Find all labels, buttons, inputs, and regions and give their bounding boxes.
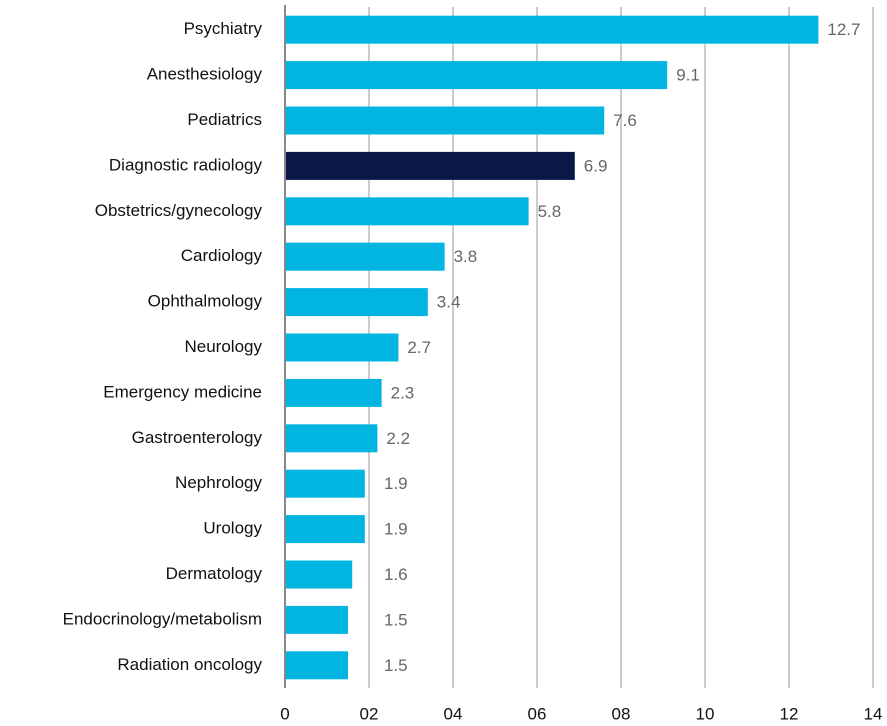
value-label: 1.6: [384, 565, 408, 584]
y-tick-label: Cardiology: [181, 246, 263, 265]
value-label: 7.6: [613, 111, 637, 130]
value-label: 2.7: [407, 338, 431, 357]
y-tick-label: Nephrology: [175, 473, 262, 492]
x-tick-label: 02: [360, 704, 379, 723]
x-tick-label: 08: [612, 704, 631, 723]
value-label: 6.9: [584, 156, 608, 175]
bar: [285, 242, 445, 271]
value-label: 1.9: [384, 474, 408, 493]
value-label: 12.7: [827, 20, 860, 39]
value-label: 9.1: [676, 66, 700, 85]
bar: [285, 15, 819, 44]
bar: [285, 333, 399, 362]
y-tick-label: Urology: [203, 519, 262, 538]
value-label: 1.5: [384, 610, 408, 629]
y-tick-label: Obstetrics/gynecology: [95, 201, 263, 220]
bar: [285, 151, 575, 180]
y-tick-label: Diagnostic radiology: [109, 155, 263, 174]
value-label: 3.8: [454, 247, 478, 266]
y-tick-label: Psychiatry: [184, 19, 263, 38]
x-tick-label: 14: [864, 704, 883, 723]
y-tick-label: Emergency medicine: [103, 382, 262, 401]
y-tick-label: Radiation oncology: [117, 655, 262, 674]
x-tick-label: 0: [280, 704, 289, 723]
y-tick-label: Neurology: [185, 337, 263, 356]
bar: [285, 197, 529, 226]
y-tick-label: Anesthesiology: [147, 65, 263, 84]
bar: [285, 469, 365, 498]
bar: [285, 424, 378, 453]
bar: [285, 61, 668, 90]
y-tick-label: Gastroenterology: [132, 428, 263, 447]
bar: [285, 560, 353, 589]
x-tick-label: 12: [780, 704, 799, 723]
value-label: 1.5: [384, 656, 408, 675]
bar: [285, 605, 348, 634]
bar: [285, 288, 428, 317]
value-label: 2.2: [386, 429, 410, 448]
x-tick-label: 10: [696, 704, 715, 723]
bar: [285, 515, 365, 544]
bar: [285, 106, 605, 135]
bar: [285, 651, 348, 680]
bar: [285, 378, 382, 407]
y-tick-label: Dermatology: [166, 564, 263, 583]
y-tick-label: Endocrinology/metabolism: [63, 609, 262, 628]
y-tick-label: Ophthalmology: [148, 292, 263, 311]
x-tick-label: 04: [444, 704, 463, 723]
x-tick-label: 06: [528, 704, 547, 723]
value-label: 1.9: [384, 520, 408, 539]
value-label: 5.8: [538, 202, 562, 221]
value-label: 3.4: [437, 293, 461, 312]
value-label: 2.3: [391, 383, 415, 402]
y-tick-label: Pediatrics: [187, 110, 262, 129]
